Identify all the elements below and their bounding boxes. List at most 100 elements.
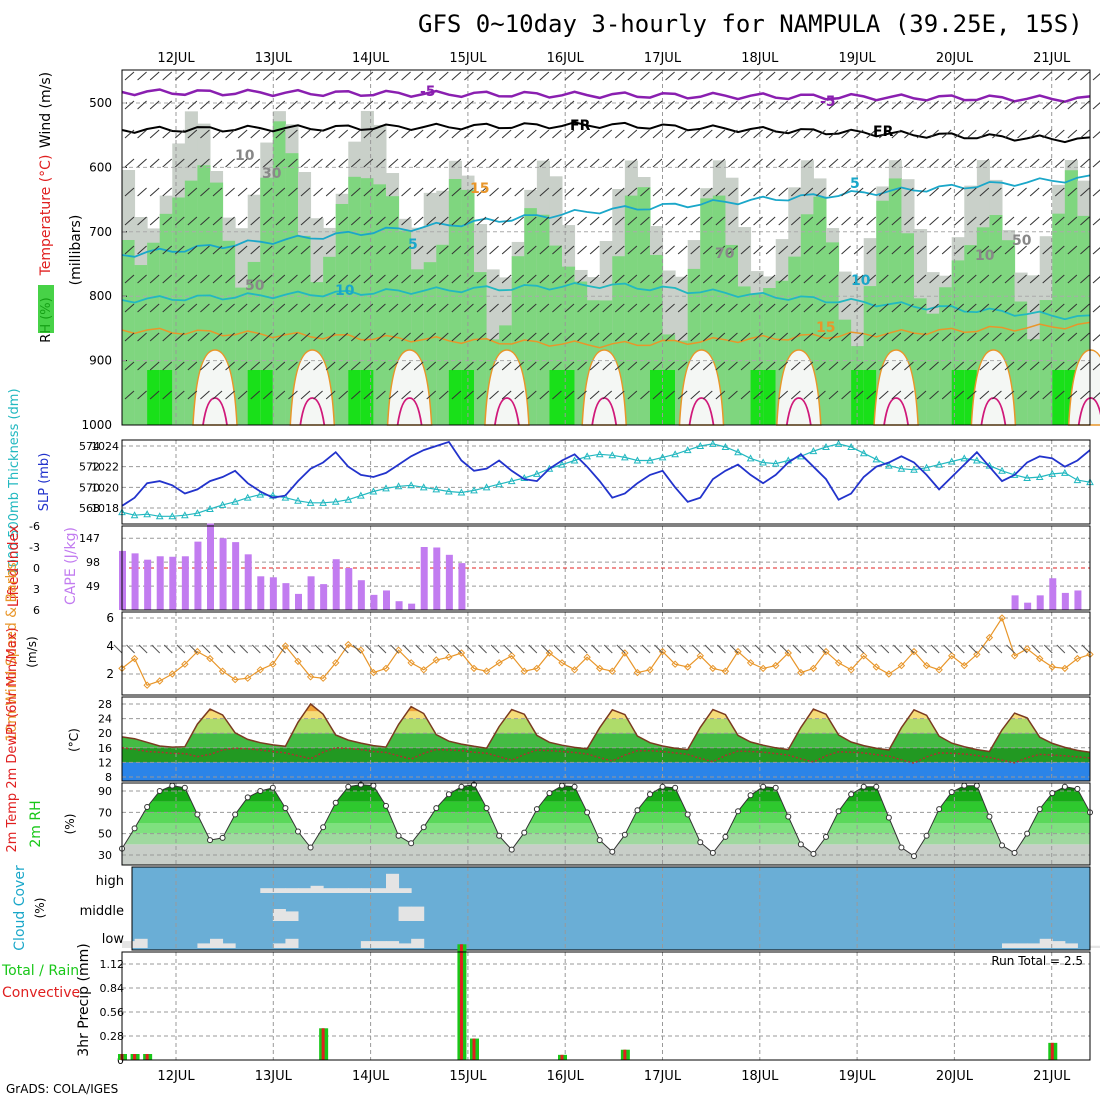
wind-barb xyxy=(426,303,437,313)
temp2m-unit-label: (°C) xyxy=(67,728,81,752)
wind-barb xyxy=(413,390,424,400)
wind-barb xyxy=(1092,276,1100,284)
wind-barb xyxy=(740,158,751,168)
rh2m-point xyxy=(395,832,402,839)
precip-tick-label: 0 xyxy=(117,1054,124,1067)
wind-speed-point xyxy=(671,660,679,668)
wind-barb xyxy=(137,361,147,371)
wind-barb xyxy=(539,361,550,371)
wind-barb xyxy=(288,332,298,342)
cape-bar xyxy=(383,590,390,610)
rh2m-point xyxy=(445,791,452,798)
wind-barb xyxy=(212,390,223,400)
wind-barb xyxy=(954,129,965,139)
wind-barb xyxy=(137,390,147,400)
li-tick-label: 0 xyxy=(33,562,40,575)
wind-barb xyxy=(1080,187,1090,197)
rh2m-point xyxy=(609,848,616,855)
cloud-bar-low xyxy=(197,943,211,948)
wind-barb xyxy=(1067,245,1078,255)
wind-barb xyxy=(640,71,650,81)
wind-barb xyxy=(363,390,374,400)
wind-barb xyxy=(350,158,361,168)
rh2m-point xyxy=(596,837,603,844)
wind-barb xyxy=(564,332,575,342)
wind-barb xyxy=(250,71,261,81)
wind-barb xyxy=(690,390,701,400)
wind-barb xyxy=(866,71,877,81)
wind-barb xyxy=(841,303,851,313)
wind-barb xyxy=(866,361,877,371)
wind-barb xyxy=(665,158,675,168)
wind-barb xyxy=(614,245,625,255)
wind-barb xyxy=(388,390,399,400)
wind-barb xyxy=(313,100,323,110)
precip-tick-label: 0.28 xyxy=(100,1030,125,1043)
wind-barb xyxy=(665,216,675,226)
wind-barb xyxy=(941,71,952,81)
wind-barb xyxy=(539,303,550,313)
wind-barb xyxy=(1080,303,1090,313)
wind-speed-point xyxy=(520,667,528,675)
rh2m-point xyxy=(282,805,289,812)
wind-speed-point xyxy=(1048,663,1056,671)
cape-bar xyxy=(1024,602,1032,610)
wind-speed-point xyxy=(130,654,139,663)
wind-barb xyxy=(602,129,613,139)
wind-barb xyxy=(614,361,625,371)
rh-shade-wet xyxy=(1052,370,1066,425)
wind-speed-point xyxy=(608,667,616,675)
thickness-point xyxy=(709,439,717,447)
wind-barb xyxy=(878,361,889,371)
wind-barb-10m xyxy=(427,644,437,654)
thickness-point xyxy=(621,453,629,461)
bottom-date-label: 15JUL xyxy=(449,1069,487,1084)
wind-barb xyxy=(715,100,726,110)
wind-barb xyxy=(803,245,814,255)
diurnal-hot-contour xyxy=(299,397,326,426)
wind-barb xyxy=(275,361,286,371)
wind-barb xyxy=(891,129,902,139)
wind-barb xyxy=(1054,216,1065,226)
wind-barb-10m xyxy=(867,644,877,654)
contour-label: 50 xyxy=(245,278,265,294)
rh2m-point xyxy=(1036,806,1043,813)
wind-barb xyxy=(300,71,311,81)
wind-barb xyxy=(149,100,160,110)
wind-barb xyxy=(941,158,952,168)
cloud-bg xyxy=(132,867,1090,950)
rh2m-point xyxy=(420,824,427,831)
wind-barb xyxy=(1004,361,1015,371)
contour-label: 5 xyxy=(408,237,418,253)
thickness-point xyxy=(646,456,654,464)
wind-barb xyxy=(1092,102,1100,110)
wind-barb xyxy=(376,332,386,342)
wind-barb xyxy=(577,100,587,110)
wind-barb xyxy=(828,187,839,197)
rh2m-point xyxy=(483,805,490,812)
temp-cold-band xyxy=(122,762,1090,781)
wind-barb xyxy=(878,216,889,226)
wind-barb xyxy=(376,245,386,255)
wind-barb xyxy=(677,100,688,110)
wind-barb xyxy=(652,158,663,168)
rh2m-point xyxy=(156,788,163,794)
wind-speed-point xyxy=(344,640,352,649)
cape-tick-label: 147 xyxy=(79,532,100,545)
wind-barb xyxy=(388,332,399,342)
wind-barb xyxy=(992,274,1002,284)
wind-barb xyxy=(853,187,864,197)
cape-bar xyxy=(357,580,365,610)
wind-barb xyxy=(1029,390,1040,400)
contour-label: 15 xyxy=(816,320,835,336)
wind-speed-point xyxy=(621,649,629,657)
wind-barb-10m xyxy=(339,644,349,654)
wind-barb xyxy=(413,158,424,168)
wind-speed-point xyxy=(1010,652,1019,660)
wind-barb xyxy=(413,274,424,284)
wind-barb xyxy=(929,332,939,342)
cape-bar xyxy=(219,538,227,610)
wind-barb xyxy=(325,274,336,284)
wind-barb xyxy=(803,361,814,371)
wind-barb-10m xyxy=(239,644,249,654)
